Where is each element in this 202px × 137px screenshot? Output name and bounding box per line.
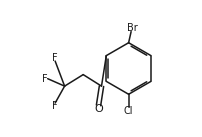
Text: Cl: Cl [123, 105, 133, 115]
Text: O: O [94, 104, 102, 114]
Text: F: F [42, 74, 48, 84]
Text: F: F [52, 53, 58, 63]
Text: F: F [52, 102, 58, 112]
Text: Br: Br [126, 23, 137, 33]
